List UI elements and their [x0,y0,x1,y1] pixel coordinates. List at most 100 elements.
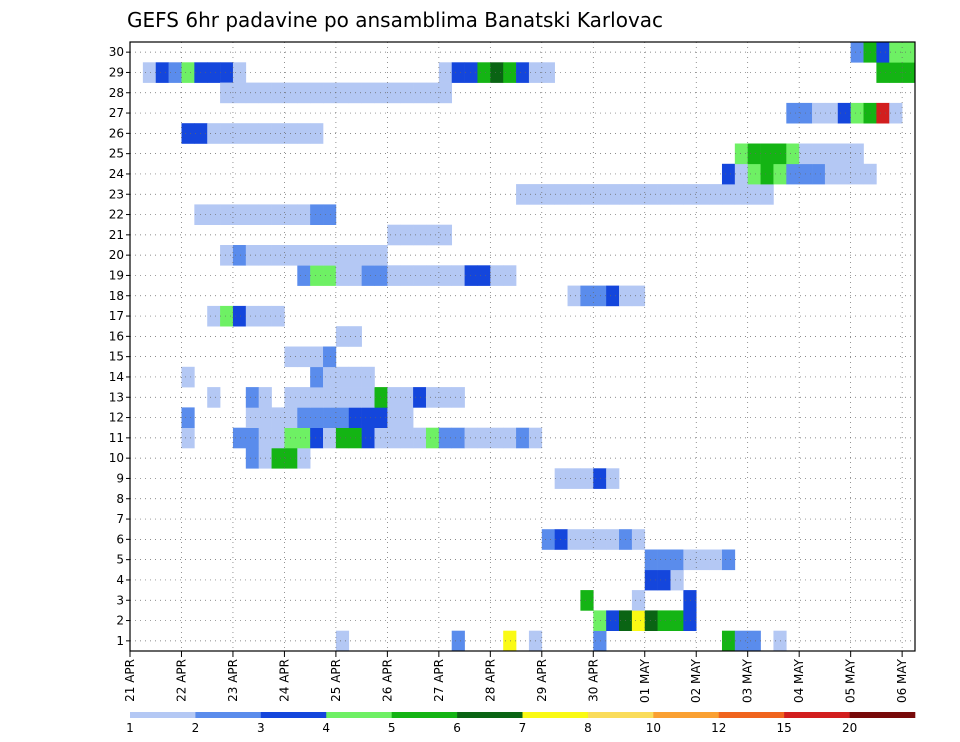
heatmap-cell [451,630,465,652]
y-tick-label: 27 [109,106,124,120]
heatmap-cell [310,366,324,388]
heatmap-cell [516,427,530,449]
legend-swatch [587,712,654,718]
heatmap-cell [425,224,440,246]
heatmap-cell [413,224,427,246]
heatmap-cell [696,184,710,205]
heatmap-cell [876,102,890,124]
heatmap-cell [387,407,401,428]
heatmap-cell [503,630,517,652]
heatmap-cell [734,630,749,652]
heatmap-cell [232,123,247,144]
x-tick-label: 28 APR [483,659,497,702]
heatmap-cell [374,245,388,266]
heatmap-cell [657,610,671,631]
heatmap-cell [284,204,298,225]
heatmap-cell [361,366,375,388]
legend-label: 4 [322,721,330,735]
heatmap-cell [374,387,388,408]
heatmap-cell [387,265,401,286]
heatmap-cell [644,610,658,631]
y-tick-label: 24 [109,167,124,181]
legend-label: 6 [453,721,461,735]
heatmap-cell [477,265,491,286]
y-tick-label: 11 [109,431,124,445]
x-tick-label: 26 APR [380,659,394,702]
y-tick-label: 26 [109,126,124,140]
heatmap-cell [477,62,491,83]
heatmap-cell [245,123,259,144]
heatmap-cell [271,204,285,225]
heatmap-cell [374,407,388,428]
heatmap-cell [850,42,864,63]
heatmap-cell [606,610,620,631]
heatmap-cell [464,265,478,286]
heatmap-cell [142,62,157,83]
heatmap-cell [657,549,671,571]
heatmap-cell [683,549,697,571]
heatmap-cell [400,387,414,408]
heatmap-cell [503,62,517,83]
heatmap-cell [232,62,247,83]
heatmap-cell [361,407,375,428]
y-tick-label: 17 [109,309,124,323]
heatmap-cell [207,204,221,225]
heatmap-cell [567,285,581,307]
heatmap-cell [876,42,890,63]
x-tick-label: 05 MAY [844,658,858,703]
heatmap-cell [747,184,761,205]
heatmap-cell [593,468,607,489]
heatmap-cell [245,387,259,408]
y-tick-label: 6 [116,532,124,546]
heatmap-cell [760,143,774,165]
legend-swatch [195,712,262,718]
y-tick-label: 5 [116,553,124,567]
heatmap-cell [670,184,684,205]
heatmap-cell [451,265,465,286]
legend-label: 7 [519,721,527,735]
heatmap-cell [824,143,839,165]
heatmap-cell [335,387,350,408]
heatmap-cell [580,529,594,550]
x-tick-label: 06 MAY [895,658,909,703]
heatmap-cell [284,123,298,144]
y-tick-label: 18 [109,289,124,303]
heatmap-cell [361,387,375,408]
heatmap-cell [284,448,298,469]
heatmap-cell [335,366,350,388]
heatmap-cell [734,143,749,165]
heatmap-cell [220,62,234,83]
heatmap-cell [850,143,864,165]
heatmap-cell [824,102,839,124]
x-tick-label: 30 APR [586,659,600,702]
heatmap-cell [387,224,401,246]
legend-label: 2 [192,721,200,735]
heatmap-cell [580,184,594,205]
heatmap-cell [310,346,324,368]
heatmap-cell [516,184,530,205]
heatmap-cell [271,407,285,428]
x-tick-label: 21 APR [123,659,137,702]
y-tick-label: 25 [109,147,124,161]
legend-label: 3 [257,721,265,735]
heatmap-cell [490,427,504,449]
y-tick-label: 7 [116,512,124,526]
heatmap-cell [297,387,311,408]
heatmap-cell [451,427,465,449]
x-tick-label: 23 APR [226,659,240,702]
heatmap-cell [400,224,414,246]
heatmap-cell [232,82,247,104]
heatmap-cell [181,407,195,428]
x-tick-label: 02 MAY [689,658,703,703]
heatmap-cell [245,245,259,266]
x-tick-label: 04 MAY [792,658,806,703]
heatmap-cell [335,265,350,286]
heatmap-cell [593,184,607,205]
heatmap-cell [644,184,658,205]
heatmap-cell [503,265,517,286]
heatmap-cell [464,427,478,449]
legend-label: 10 [646,721,661,735]
heatmap-cell [812,163,826,185]
plot-frame [129,41,916,652]
